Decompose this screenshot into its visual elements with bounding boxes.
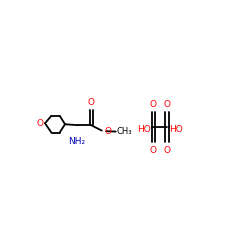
Text: HO: HO	[169, 125, 183, 134]
Text: O: O	[150, 100, 157, 109]
Text: NH₂: NH₂	[68, 137, 86, 146]
Text: CH₃: CH₃	[116, 127, 132, 136]
Text: HO: HO	[138, 125, 151, 134]
Text: O: O	[88, 98, 95, 107]
Text: O: O	[104, 127, 111, 136]
Text: O: O	[164, 100, 170, 109]
Text: O: O	[36, 119, 43, 128]
Text: O: O	[150, 146, 157, 155]
Text: O: O	[164, 146, 170, 155]
